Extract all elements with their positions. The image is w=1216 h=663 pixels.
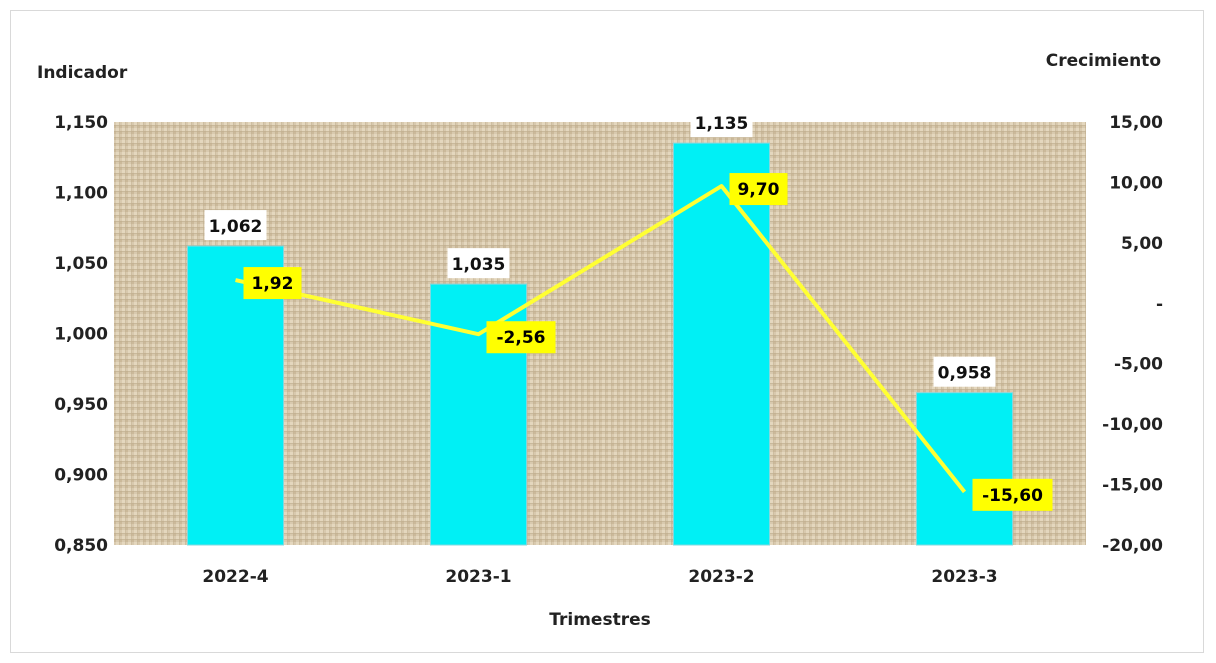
line-value-label: 9,70	[738, 180, 780, 200]
x-tick-label: 2022-4	[202, 567, 268, 587]
bar	[916, 392, 1013, 546]
line-value-label: -2,56	[497, 328, 546, 348]
line-label-box	[972, 478, 1053, 511]
x-axis-title: Trimestres	[549, 610, 650, 630]
x-tick-label: 2023-3	[931, 567, 997, 587]
line-data-labels: 1,92 -2,56 9,70 -15,60	[243, 173, 1053, 511]
y-right-tick-label: -15,00	[1102, 476, 1163, 496]
x-tick-label: 2023-2	[688, 567, 754, 587]
bar-label-box	[690, 107, 753, 138]
bar-label-box	[447, 248, 510, 279]
bar-value-label: 1,062	[209, 217, 263, 237]
line-label-box	[486, 321, 556, 354]
x-tick-labels: 2022-4 2023-1 2023-2 2023-3	[202, 567, 997, 587]
y-right-tick-label: -5,00	[1114, 355, 1163, 375]
chart-frame: Indicador Crecimiento Trimestres 1,150 1,…	[10, 10, 1204, 653]
bar-value-label: 0,958	[938, 364, 992, 384]
y-left-tick-label: 1,000	[54, 325, 108, 345]
line-label-box	[243, 267, 302, 300]
y-left-tick-label: 1,050	[54, 254, 108, 274]
bar	[673, 142, 770, 546]
growth-line	[235, 184, 967, 494]
line-label-box	[729, 173, 788, 206]
y-left-tick-label: 1,150	[54, 113, 108, 133]
line-series	[235, 184, 967, 494]
y-right-tick-label: 15,00	[1109, 113, 1163, 133]
bar-data-labels: 1,062 1,035 1,135 0,958	[204, 107, 996, 387]
y-right-tick-label: 5,00	[1121, 234, 1163, 254]
bar-label-box	[204, 210, 267, 241]
line-value-label: 1,92	[252, 274, 294, 294]
bar-value-label: 1,035	[452, 255, 506, 275]
y-left-tick-label: 1,100	[54, 184, 108, 204]
y-left-tick-label: 0,850	[54, 536, 108, 556]
y-left-title: Indicador	[37, 63, 128, 83]
y-right-tick-label: -10,00	[1102, 415, 1163, 435]
y-left-tick-label: 0,900	[54, 466, 108, 486]
y-right-title: Crecimiento	[1046, 51, 1161, 71]
chart-svg: Indicador Crecimiento Trimestres 1,1501,…	[37, 51, 1163, 630]
y-left-tick-label: 0,950	[54, 395, 108, 415]
line-value-label: -15,60	[982, 486, 1043, 506]
y-right-tick-labels: 15,00 10,00 5,00 - -5,00 -10,00 -15,00 -20,00	[1102, 113, 1163, 556]
y-right-tick-label: 10,00	[1109, 173, 1163, 193]
y-right-tick-label: -	[1156, 294, 1163, 314]
y-left-tick-labels: 1,150 1,100 1,050 1,000 0,950 0,900 0,850	[54, 113, 108, 556]
bar-label-box	[933, 356, 996, 387]
x-tick-label: 2023-1	[445, 567, 511, 587]
y-right-tick-label: -20,00	[1102, 536, 1163, 556]
bar-value-label: 1,135	[695, 114, 749, 134]
